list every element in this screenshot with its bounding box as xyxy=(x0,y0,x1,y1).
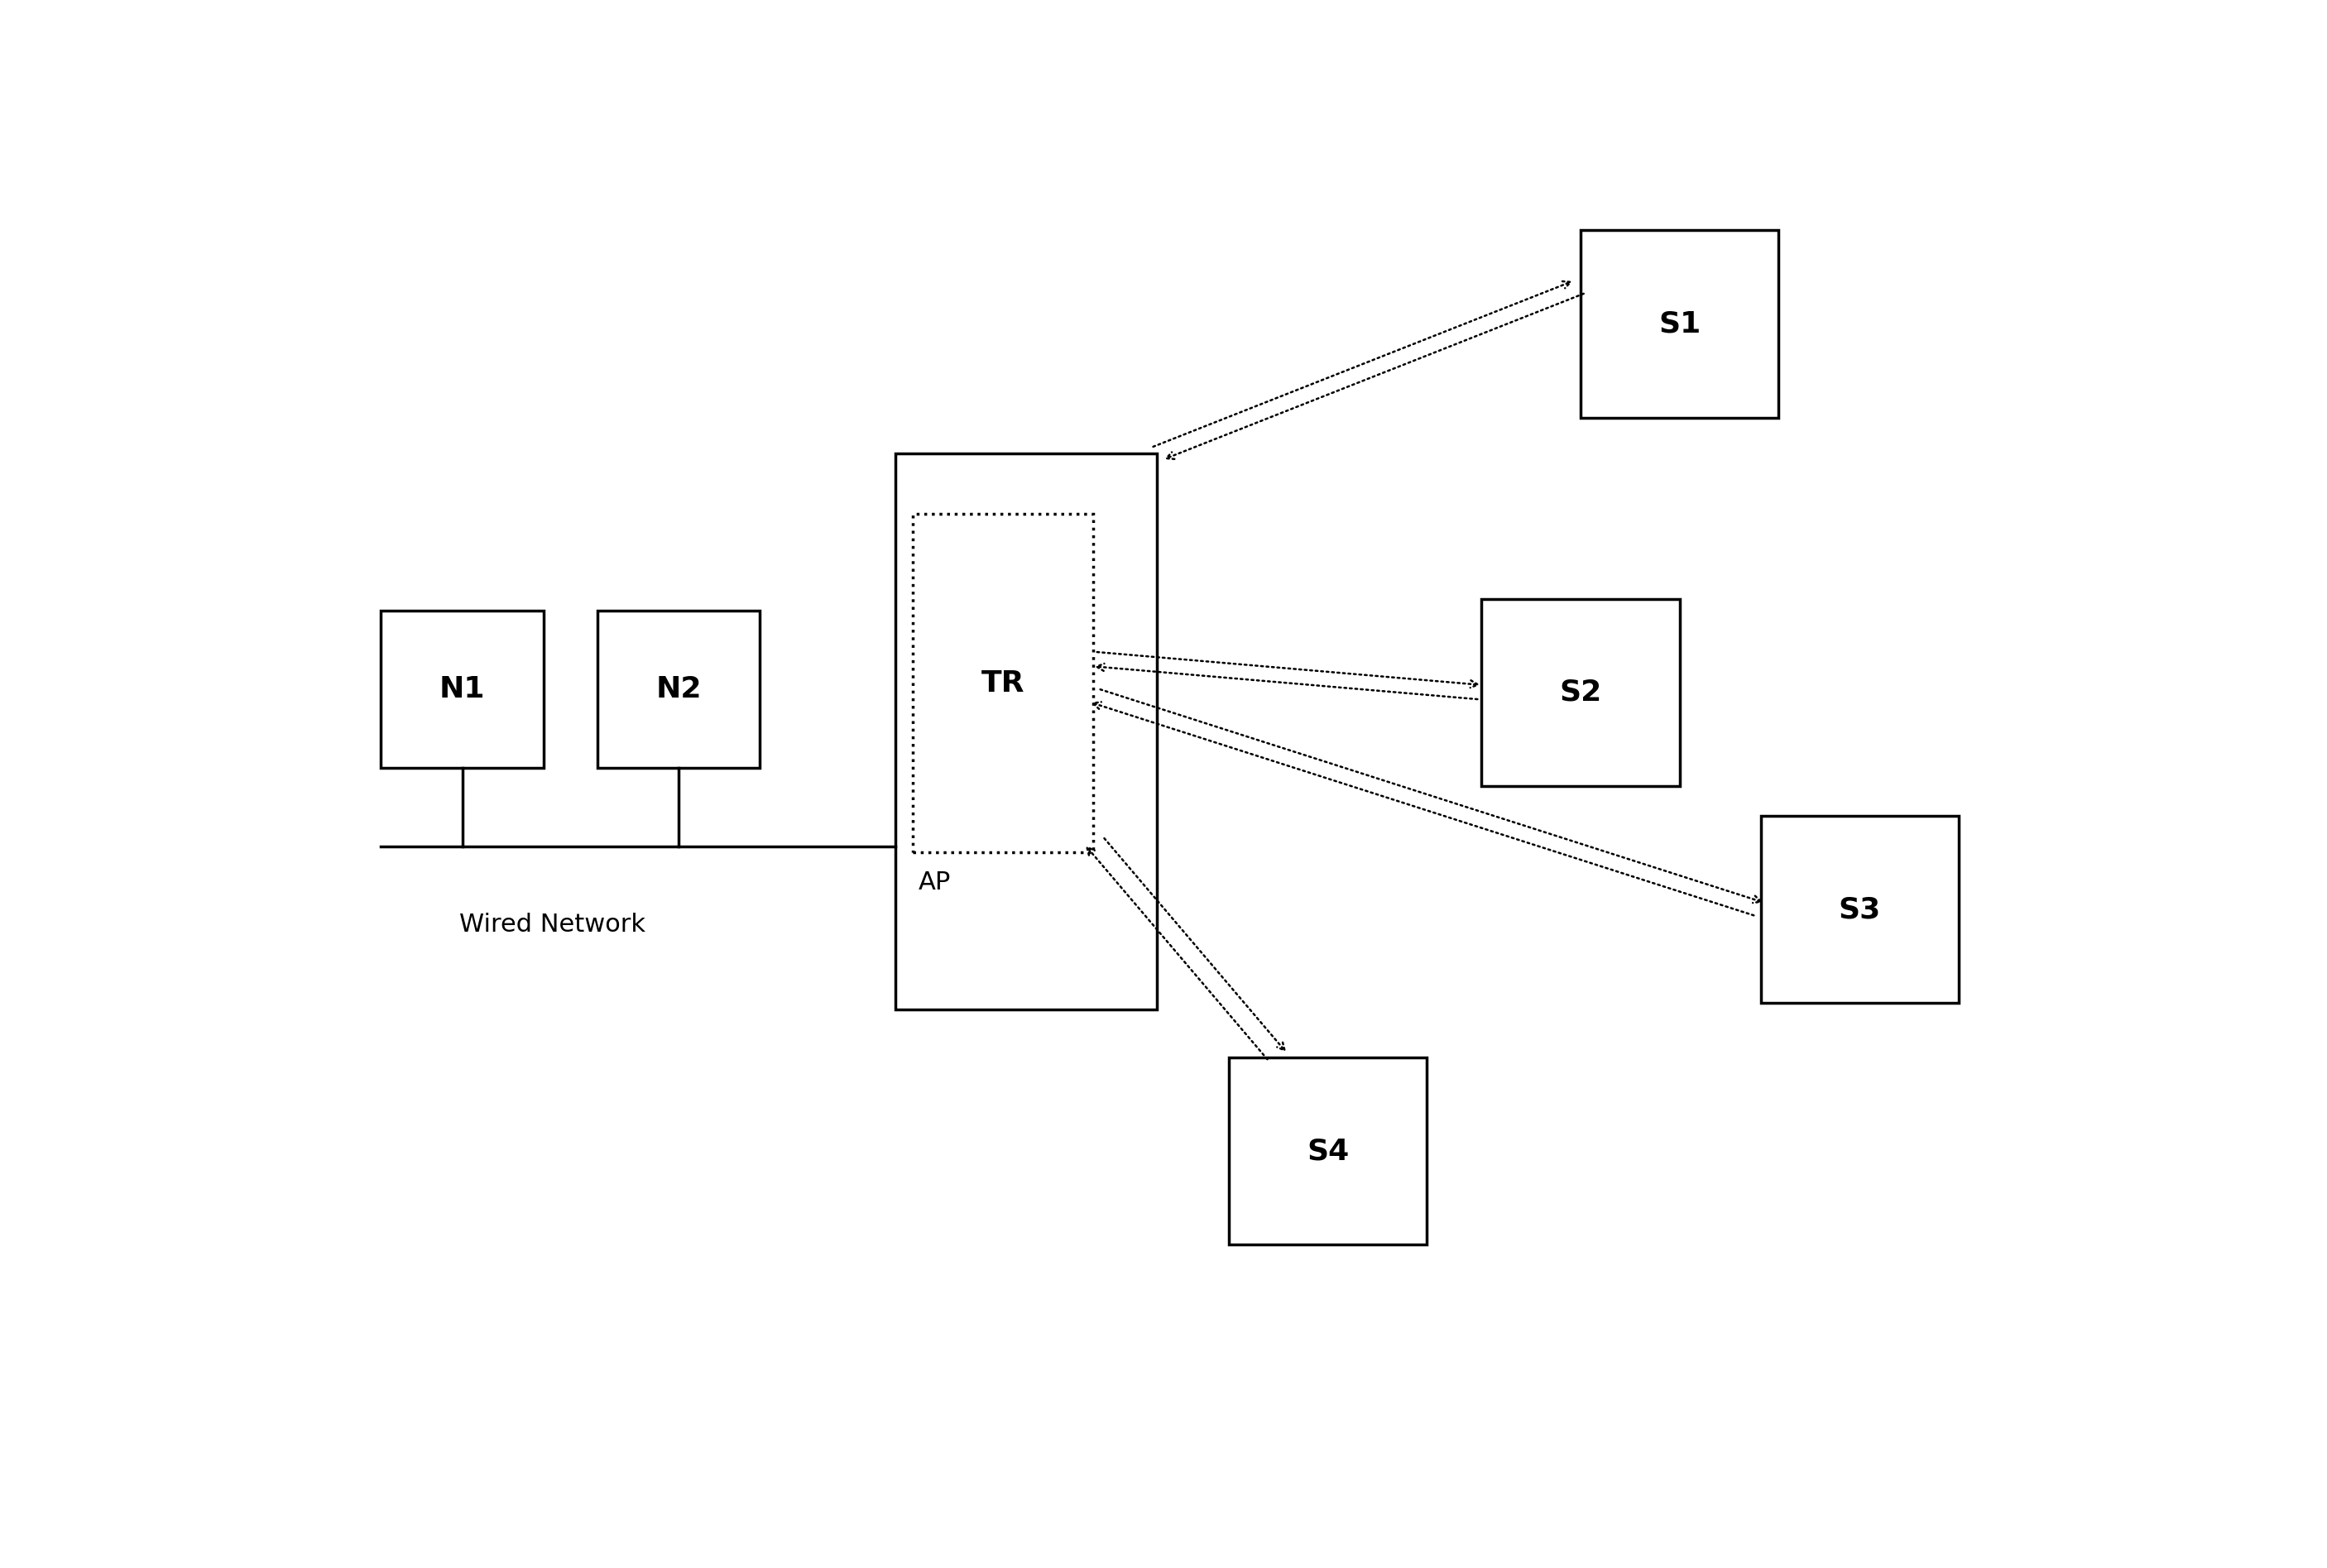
Text: TR: TR xyxy=(982,670,1024,698)
Text: N2: N2 xyxy=(656,676,700,704)
Bar xyxy=(1580,230,1778,417)
Text: S4: S4 xyxy=(1308,1137,1350,1165)
Text: AP: AP xyxy=(919,870,952,894)
Bar xyxy=(598,612,759,768)
Text: Wired Network: Wired Network xyxy=(458,913,645,936)
Bar xyxy=(382,612,545,768)
Text: S3: S3 xyxy=(1838,895,1880,924)
Bar xyxy=(1762,815,1959,1004)
Text: N1: N1 xyxy=(440,676,484,704)
Bar xyxy=(912,514,1094,853)
Bar xyxy=(1482,599,1680,786)
Text: S1: S1 xyxy=(1659,310,1701,339)
Bar xyxy=(1229,1057,1426,1245)
Bar xyxy=(896,453,1157,1010)
Text: S2: S2 xyxy=(1559,679,1601,706)
